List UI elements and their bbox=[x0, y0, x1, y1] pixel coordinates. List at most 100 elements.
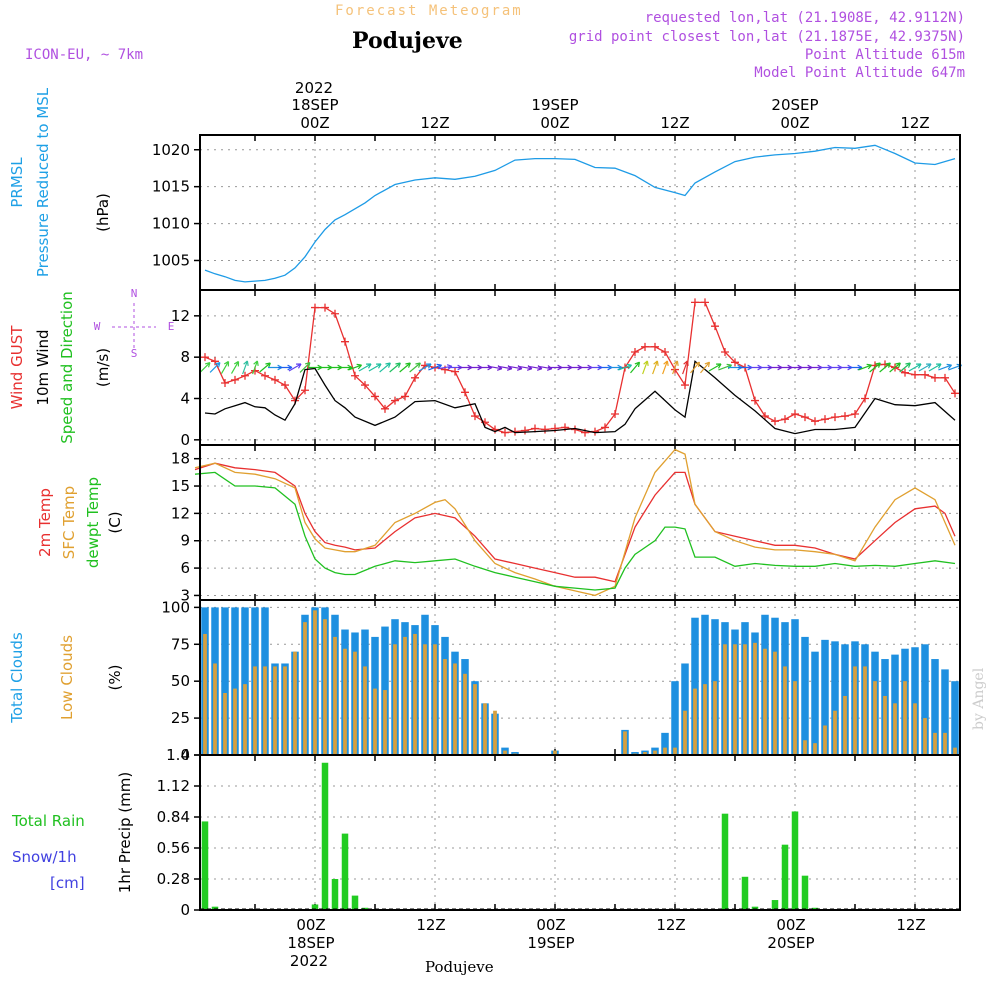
top-date-label: 19SEP bbox=[531, 96, 578, 114]
gust-point bbox=[831, 413, 839, 421]
gust-point bbox=[951, 389, 959, 397]
low-cloud-bar bbox=[813, 743, 817, 755]
low-cloud-bar bbox=[263, 666, 267, 755]
bottom-time-label: 00Z bbox=[536, 916, 565, 934]
y-tick-label: 25 bbox=[171, 709, 190, 727]
gust-point bbox=[231, 376, 239, 384]
gust-point bbox=[541, 426, 549, 434]
low-cloud-bar bbox=[843, 696, 847, 755]
model-label: ICON-EU, ~ 7km bbox=[25, 47, 143, 63]
top-time-label: 12Z bbox=[420, 114, 449, 132]
low-cloud-bar bbox=[923, 718, 927, 755]
gust-point bbox=[771, 417, 779, 425]
series-sfc-temp bbox=[195, 450, 955, 596]
gust-point bbox=[461, 388, 469, 396]
wind-arrow bbox=[909, 364, 921, 371]
low-cloud-bar bbox=[213, 663, 217, 755]
low-cloud-bar bbox=[303, 622, 307, 755]
panel-label: 10m Wind bbox=[34, 329, 52, 405]
bottom-time-label: 12Z bbox=[896, 916, 925, 934]
top-date-label: 20SEP bbox=[771, 96, 818, 114]
gust-point bbox=[641, 343, 649, 351]
y-tick-label: 100 bbox=[161, 598, 190, 616]
panel-frame bbox=[200, 755, 960, 910]
top-year: 2022 bbox=[295, 79, 333, 97]
wind-arrow bbox=[691, 362, 700, 373]
gust-point bbox=[221, 379, 229, 387]
panel-label: Wind GUST bbox=[8, 325, 26, 410]
bottom-date-label: 19SEP bbox=[527, 934, 574, 952]
low-cloud-bar bbox=[293, 652, 297, 755]
wind-arrow bbox=[390, 363, 401, 372]
location-title: Podujeve bbox=[352, 28, 463, 54]
y-tick-label: 1020 bbox=[152, 141, 190, 159]
gust-point bbox=[241, 372, 249, 380]
panel-label: Total Clouds bbox=[8, 632, 26, 724]
y-tick-label: 9 bbox=[180, 532, 190, 550]
gust-point bbox=[711, 322, 719, 330]
compass-w: W bbox=[94, 320, 101, 333]
total-cloud-bar bbox=[811, 652, 819, 755]
gridpoint-coords: grid point closest lon,lat (21.1875E, 42… bbox=[569, 29, 965, 45]
panel-label: Low Clouds bbox=[58, 635, 76, 720]
low-cloud-bar bbox=[663, 748, 667, 755]
wind-arrow bbox=[631, 362, 640, 373]
y-tick-label: 1010 bbox=[152, 215, 190, 233]
gust-point bbox=[661, 348, 669, 356]
gust-point bbox=[821, 415, 829, 423]
low-cloud-bar bbox=[703, 684, 707, 755]
low-cloud-bar bbox=[353, 652, 357, 755]
gust-point bbox=[281, 381, 289, 389]
rain-bar bbox=[332, 879, 339, 910]
y-tick-label: 50 bbox=[171, 672, 190, 690]
low-cloud-bar bbox=[443, 659, 447, 755]
panel-label: SFC Temp bbox=[60, 486, 78, 559]
y-tick-label: 6 bbox=[180, 559, 190, 577]
series-prmsl bbox=[205, 145, 955, 282]
y-tick-label: 8 bbox=[180, 348, 190, 366]
panel-label: Speed and Direction bbox=[58, 291, 76, 444]
low-cloud-bar bbox=[243, 684, 247, 755]
total-cloud-bar bbox=[951, 681, 959, 755]
panel-label: PRMSL bbox=[8, 157, 26, 208]
top-time-label: 00Z bbox=[300, 114, 329, 132]
y-tick-label: 0.56 bbox=[157, 839, 190, 857]
footer-location: Podujeve bbox=[425, 958, 494, 976]
low-cloud-bar bbox=[403, 637, 407, 755]
gust-point bbox=[501, 429, 509, 437]
gust-point bbox=[261, 372, 269, 380]
low-cloud-bar bbox=[943, 733, 947, 755]
unit-label: (%) bbox=[106, 665, 124, 691]
low-cloud-bar bbox=[953, 748, 957, 755]
bottom-time-label: 12Z bbox=[656, 916, 685, 934]
wind-arrow bbox=[643, 361, 649, 374]
top-time-label: 00Z bbox=[780, 114, 809, 132]
low-cloud-bar bbox=[423, 644, 427, 755]
low-cloud-bar bbox=[913, 703, 917, 755]
gust-point bbox=[331, 310, 339, 318]
low-cloud-bar bbox=[413, 634, 417, 755]
low-cloud-bar bbox=[273, 666, 277, 755]
unit-label: 1hr Precip (mm) bbox=[116, 772, 134, 893]
low-cloud-bar bbox=[793, 681, 797, 755]
low-cloud-bar bbox=[893, 703, 897, 755]
wind-arrow bbox=[400, 363, 411, 372]
y-tick-label: 1015 bbox=[152, 178, 190, 196]
low-cloud-bar bbox=[393, 644, 397, 755]
chart-title: Forecast Meteogram bbox=[335, 3, 523, 19]
series-10m-wind bbox=[205, 361, 955, 433]
low-cloud-bar bbox=[623, 731, 627, 755]
total-cloud-bar bbox=[671, 681, 679, 755]
bottom-time-label: 00Z bbox=[776, 916, 805, 934]
gust-point bbox=[931, 374, 939, 382]
low-cloud-bar bbox=[233, 689, 237, 755]
top-time-label: 00Z bbox=[540, 114, 569, 132]
panel-4: 0255075100Total Clouds Low Clouds (%) bbox=[8, 598, 960, 764]
gust-point bbox=[321, 304, 329, 312]
low-cloud-bar bbox=[853, 666, 857, 755]
gust-point bbox=[801, 413, 809, 421]
low-cloud-bar bbox=[753, 643, 757, 755]
low-cloud-bar bbox=[873, 681, 877, 755]
y-tick-label: 15 bbox=[171, 477, 190, 495]
